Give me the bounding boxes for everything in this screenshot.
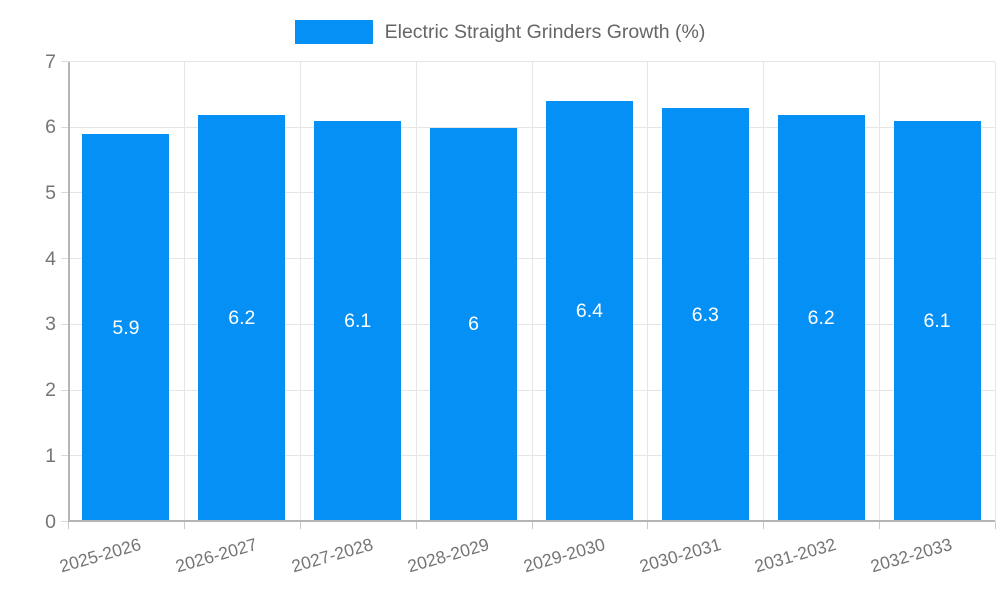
x-tick-label: 2031-2032 [752,534,839,577]
x-axis-labels: 2025-2026 2026-2027 2027-2028 2028-2029 2029… [57,524,995,600]
gridline-horizontal [68,61,995,62]
y-tick-mark [61,258,68,260]
bar[interactable]: 5.9 [82,134,170,522]
legend-label: Electric Straight Grinders Growth (%) [384,20,706,43]
x-tick-mark [68,522,69,529]
bar-value-label: 6.2 [807,306,835,329]
x-tick-label: 2026-2027 [173,534,260,577]
bar-value-label: 6.1 [344,310,372,333]
x-tick-mark [879,522,881,529]
gridline-vertical [763,62,765,522]
bar[interactable]: 6.3 [661,108,749,522]
y-tick-label: 3 [45,313,56,336]
x-tick-mark [531,522,533,529]
x-tick-label: 2030-2031 [636,534,723,577]
y-tick-label: 5 [45,181,56,204]
x-tick-mark [299,522,301,529]
gridline-vertical [415,62,417,522]
x-axis-line [68,520,995,522]
bar[interactable]: 6 [430,127,518,522]
y-tick-mark [61,389,68,391]
bar-value-label: 6.2 [228,306,256,329]
y-tick-label: 7 [45,50,56,73]
x-tick-label: 2025-2026 [57,534,144,577]
x-tick-mark [995,522,996,529]
chart-legend[interactable]: Electric Straight Grinders Growth (%) [0,20,1000,44]
y-tick-mark [61,61,68,62]
gridline-vertical [879,62,881,522]
x-tick-mark [183,522,185,529]
y-tick-mark [61,323,68,325]
bar-value-label: 5.9 [112,316,140,339]
bar[interactable]: 6.2 [198,114,286,522]
x-tick-mark [763,522,765,529]
bar[interactable]: 6.4 [545,101,633,522]
gridline-vertical [995,62,996,522]
gridline-vertical [299,62,301,522]
y-tick-label: 0 [45,510,56,533]
bar-value-label: 6.1 [923,310,951,333]
bar[interactable]: 6.1 [893,121,981,522]
bar[interactable]: 6.2 [777,114,865,522]
y-tick-mark [61,455,68,457]
x-tick-label: 2029-2030 [520,534,607,577]
bar-value-label: 6 [468,313,479,336]
legend-swatch [294,20,373,44]
plot-area: 5.9 6.2 6.1 6 6.4 6.3 6.2 6.1 [61,61,996,529]
y-tick-label: 4 [45,247,56,270]
y-tick-label: 6 [45,115,56,138]
x-tick-mark [415,522,417,529]
gridline-vertical [183,62,185,522]
bar-value-label: 6.3 [691,303,719,326]
y-tick-mark [61,192,68,194]
y-tick-label: 2 [45,378,56,401]
bar-value-label: 6.4 [575,300,603,323]
gridline-vertical [647,62,649,522]
y-tick-mark [61,521,68,522]
x-tick-label: 2028-2029 [405,534,492,577]
x-tick-label: 2027-2028 [289,534,376,577]
y-tick-label: 1 [45,444,56,467]
gridline-vertical [531,62,533,522]
y-axis-line [68,62,70,522]
y-tick-mark [61,126,68,128]
x-tick-mark [647,522,649,529]
y-axis-labels: 0 1 2 3 4 5 6 7 [0,52,56,531]
x-tick-label: 2032-2033 [868,534,955,577]
bar[interactable]: 6.1 [314,121,402,522]
